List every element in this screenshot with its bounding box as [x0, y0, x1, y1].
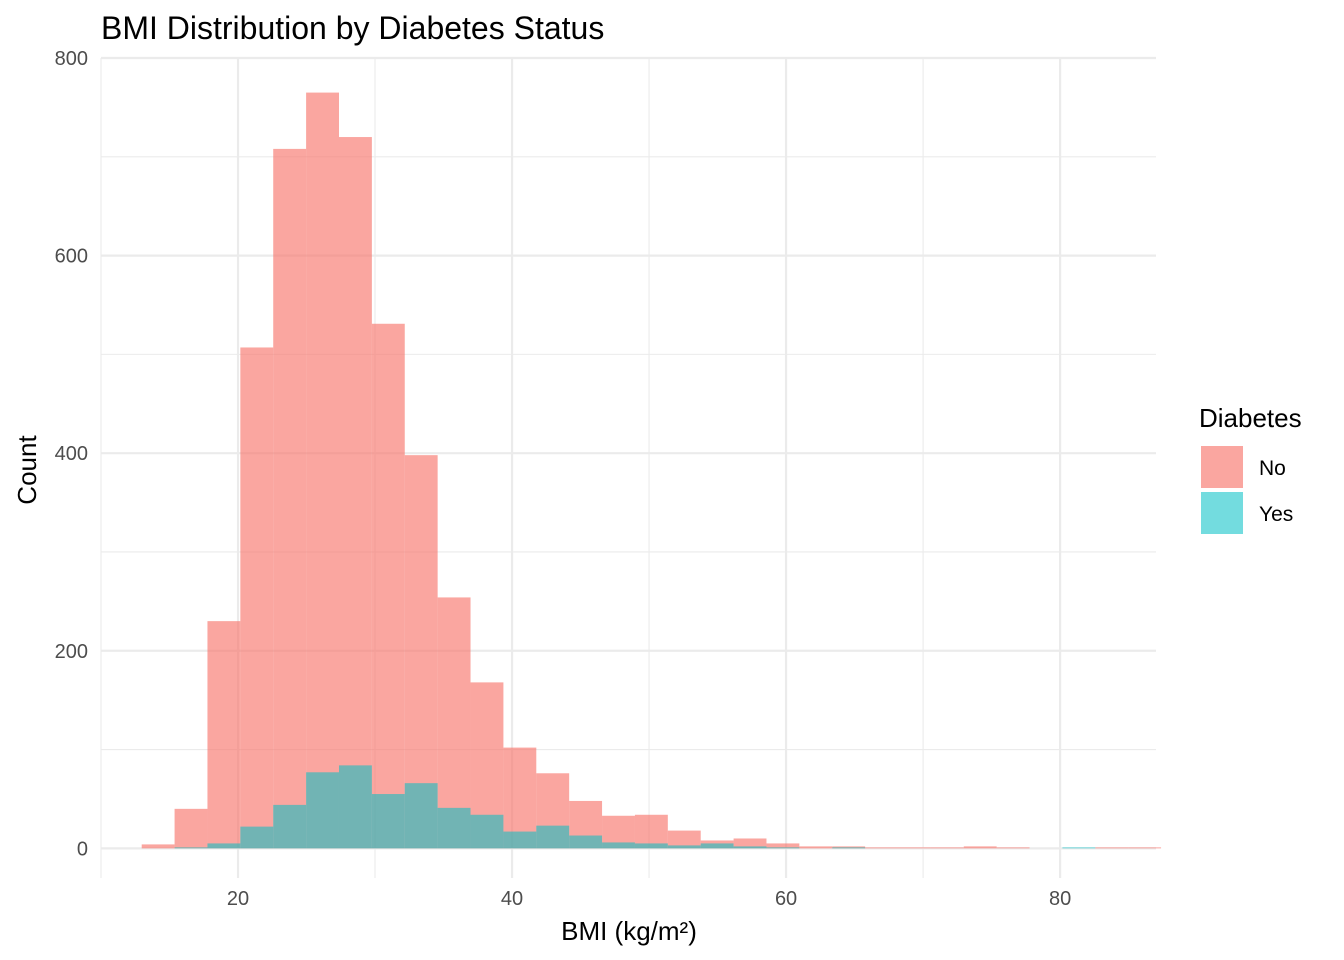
bar-yes	[470, 814, 504, 849]
bar-no	[273, 148, 307, 849]
bar-yes	[1062, 847, 1096, 849]
bar-no	[930, 847, 964, 849]
bar-no	[1128, 847, 1162, 849]
bar-yes	[832, 847, 866, 849]
histogram-bars	[141, 92, 1162, 849]
x-tick-label: 20	[227, 888, 249, 910]
x-tick-label: 40	[501, 888, 523, 910]
legend-key-yes	[1201, 492, 1243, 534]
bar-yes	[602, 842, 635, 849]
chart-title: BMI Distribution by Diabetes Status	[101, 10, 604, 46]
x-tick-label: 60	[775, 888, 797, 910]
y-tick-label: 0	[77, 838, 88, 860]
bar-yes	[404, 783, 438, 849]
bar-no	[766, 843, 800, 849]
bar-yes	[437, 807, 471, 849]
bar-yes	[371, 794, 405, 849]
bar-no	[799, 846, 833, 849]
bar-no	[240, 347, 274, 849]
bar-yes	[273, 804, 307, 849]
bar-no	[141, 844, 175, 849]
y-tick-label: 600	[55, 246, 88, 268]
bar-no	[733, 838, 767, 849]
y-tick-label: 800	[55, 48, 88, 70]
bar-no	[865, 847, 899, 849]
bar-yes	[207, 843, 241, 849]
bar-yes	[174, 847, 208, 849]
bar-yes	[667, 845, 701, 849]
y-axis-title: Count	[12, 435, 42, 505]
bar-no	[207, 621, 241, 849]
y-tick-label: 200	[55, 641, 88, 663]
bar-no	[1095, 847, 1129, 849]
bar-yes	[338, 765, 372, 849]
bar-yes	[733, 846, 767, 849]
bar-yes	[634, 843, 668, 849]
bar-no	[898, 847, 931, 849]
bar-yes	[700, 843, 734, 849]
y-tick-label: 400	[55, 443, 88, 465]
legend: Diabetes No Yes	[1199, 403, 1302, 534]
bar-no	[404, 455, 438, 849]
bar-no	[306, 92, 339, 849]
bar-yes	[306, 772, 339, 849]
bar-no	[996, 847, 1030, 849]
bar-no	[437, 597, 471, 849]
bar-no	[667, 830, 701, 849]
legend-key-no	[1201, 446, 1243, 488]
bar-no	[371, 323, 405, 849]
x-tick-label: 80	[1049, 888, 1071, 910]
bar-yes	[536, 825, 570, 849]
bar-yes	[503, 831, 537, 849]
bar-no	[634, 814, 668, 849]
legend-title: Diabetes	[1199, 403, 1302, 433]
bar-no	[174, 808, 208, 849]
bar-yes	[569, 835, 603, 849]
legend-label-no: No	[1259, 457, 1286, 480]
legend-label-yes: Yes	[1259, 503, 1293, 526]
bar-no	[338, 137, 372, 849]
bar-yes	[240, 826, 274, 849]
bar-no	[963, 846, 997, 849]
x-axis-title: BMI (kg/m²)	[561, 916, 697, 946]
bar-yes	[766, 847, 800, 849]
